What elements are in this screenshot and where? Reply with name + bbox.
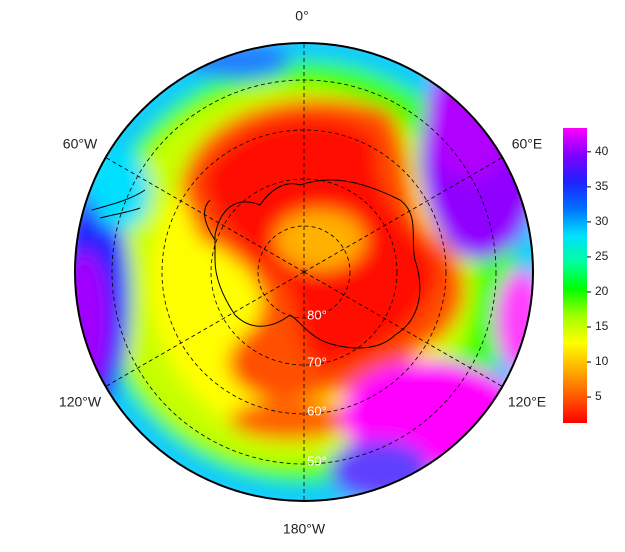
colorbar-tick-label: 25 (595, 249, 609, 263)
meridian-label: 60°E (512, 136, 543, 152)
parallel (111, 79, 497, 465)
colorbar-tick-label: 15 (595, 319, 609, 333)
meridian-label: 120°W (59, 394, 102, 410)
labels: 0° 60°E 120°E 180°W 120°W 60°W 80° 70° 60° 50° (59, 8, 546, 537)
meridian-label: 180°W (283, 521, 326, 537)
colorbar-tick-label: 10 (595, 354, 609, 368)
parallel (210, 178, 398, 366)
coastline (91, 189, 146, 219)
coastline (204, 179, 421, 349)
meridian (303, 271, 503, 387)
meridian (105, 157, 305, 273)
meridian-label: 0° (295, 8, 308, 24)
map-border (74, 42, 534, 502)
latitude-label: 50° (307, 453, 327, 468)
parallel (257, 225, 351, 319)
graticule (105, 43, 503, 501)
colorbar-tick-label: 20 (595, 284, 609, 298)
parallel (161, 129, 447, 415)
meridian (105, 271, 305, 387)
colorbar-tick-label: 30 (595, 214, 609, 228)
colorbar: 5 10 15 20 25 30 35 40 (563, 128, 609, 423)
meridian (303, 157, 503, 273)
colorbar-gradient (563, 128, 587, 423)
meridian-label: 60°W (63, 136, 98, 152)
colorbar-tick-label: 40 (595, 144, 609, 158)
latitude-label: 80° (307, 307, 327, 322)
colorbar-tick-label: 35 (595, 179, 609, 193)
latitude-label: 60° (307, 403, 327, 418)
latitude-label: 70° (307, 354, 327, 369)
colorbar-tick-label: 5 (595, 389, 602, 403)
meridian-label: 120°E (508, 394, 546, 410)
field (75, 43, 533, 501)
